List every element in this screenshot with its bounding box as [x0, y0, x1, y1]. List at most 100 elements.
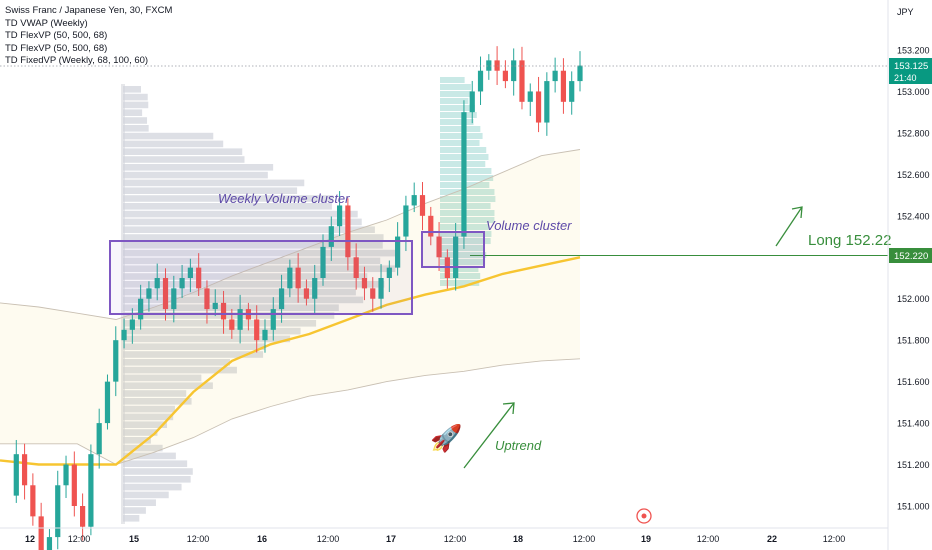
recent-volume-bar — [440, 252, 487, 258]
candle-body — [138, 298, 144, 320]
candle-body — [577, 65, 583, 82]
candle-body — [13, 454, 19, 496]
volume-profile-bar — [123, 374, 202, 382]
volume-profile-bar — [123, 288, 356, 296]
candle-body — [104, 381, 111, 424]
candle-body — [88, 454, 94, 527]
volume-profile-bar — [123, 273, 368, 280]
candle-body — [469, 91, 475, 113]
volume-profile-bar — [123, 327, 301, 335]
time-tick-label: 22 — [767, 534, 777, 544]
indicator-vwap[interactable]: TD VWAP (Weekly) — [5, 17, 88, 29]
recent-volume-bar — [440, 84, 471, 90]
time-tick-label: 12:00 — [823, 534, 846, 544]
volume-profile-bar — [123, 499, 156, 506]
weekly-volume-cluster-box[interactable] — [109, 240, 413, 315]
recent-volume-bar — [440, 133, 483, 139]
volume-profile — [121, 77, 496, 524]
price-tick-label: 152.600 — [897, 170, 930, 180]
volume-profile-bar — [123, 257, 381, 265]
candle-body — [453, 236, 459, 278]
volume-profile-bar — [123, 343, 265, 350]
volume-profile-bar — [123, 366, 237, 374]
weekly-volume-cluster-label: Weekly Volume cluster — [218, 191, 350, 206]
price-tick-label: 152.000 — [897, 294, 930, 304]
recent-volume-bar — [440, 189, 495, 195]
current-price-value: 153.125 — [894, 61, 928, 72]
candle-body — [519, 60, 525, 102]
candle-body — [378, 278, 384, 299]
candle-body — [121, 329, 127, 341]
candle-body — [21, 454, 28, 486]
volume-profile-bar — [123, 351, 264, 358]
time-tick-label: 12:00 — [697, 534, 720, 544]
volume-profile-bar — [123, 210, 358, 218]
candle-body — [96, 423, 102, 455]
candle-body — [336, 205, 343, 227]
candle-body — [129, 319, 135, 330]
volume-profile-bar — [123, 296, 364, 304]
long-label: Long 152.22 — [808, 232, 891, 249]
indicator-flexvp-2[interactable]: TD FlexVP (50, 500, 68) — [5, 42, 108, 54]
indicator-fixedvp[interactable]: TD FixedVP (Weekly, 68, 100, 60) — [5, 55, 149, 67]
volume-profile-bar — [123, 476, 191, 483]
candle-body — [220, 302, 227, 320]
candle-body — [179, 278, 185, 289]
volume-profile-bar — [123, 468, 193, 475]
time-tick-label: 12 — [25, 534, 35, 544]
candle-body — [278, 288, 285, 310]
volume-profile-bar — [123, 86, 141, 93]
price-tick-label: 151.600 — [897, 377, 930, 387]
price-tick-label: 152.800 — [897, 128, 930, 138]
candle-body — [303, 288, 310, 299]
currency-label: JPY — [897, 7, 914, 17]
time-tick-label: 12:00 — [187, 534, 210, 544]
time-tick-label: 17 — [386, 534, 396, 544]
candle-body — [212, 302, 218, 310]
candle-body — [187, 267, 193, 278]
long-level-tag: 152.220 — [889, 248, 932, 263]
candle-body — [320, 246, 326, 278]
time-tick-label: 16 — [257, 534, 267, 544]
volume-cluster-box[interactable] — [421, 231, 485, 268]
price-tick-label: 153.000 — [897, 87, 930, 97]
candlesticks — [13, 46, 583, 550]
candle-body — [30, 485, 36, 517]
uptrend-arrow[interactable] — [463, 402, 515, 469]
candle-body — [353, 257, 359, 278]
long-arrow[interactable] — [775, 206, 803, 247]
candle-body — [113, 340, 119, 382]
candle-body — [38, 516, 44, 550]
price-tick-label: 151.400 — [897, 419, 930, 429]
volume-profile-bar — [123, 148, 243, 155]
candle-body — [411, 195, 417, 206]
price-axis[interactable]: 153.200 153.000 152.800 152.600 152.400 152.2… — [897, 46, 930, 512]
candle-body — [436, 236, 442, 258]
time-tick-label: 18 — [513, 534, 523, 544]
volume-profile-bar — [123, 195, 334, 202]
candle-body — [237, 309, 243, 330]
time-axis[interactable]: 12 12:00 15 12:00 16 12:00 17 12:00 18 12:00 19 12:… — [25, 534, 845, 544]
volume-profile-bar — [123, 132, 214, 140]
volume-profile-bar — [123, 437, 151, 444]
candle-body — [71, 464, 77, 506]
candle-body — [461, 112, 467, 237]
long-level-value: 152.220 — [894, 251, 928, 262]
economic-event-icon[interactable] — [636, 508, 652, 524]
recent-volume-bar — [440, 91, 473, 97]
volume-profile-bar — [123, 234, 384, 241]
volume-profile-bar — [123, 140, 224, 148]
indicator-flexvp-1[interactable]: TD FlexVP (50, 500, 68) — [5, 30, 108, 42]
volume-profile-bar — [123, 444, 163, 452]
volume-profile-bar — [123, 312, 335, 319]
volume-profile-bar — [123, 164, 274, 171]
volume-profile-bar — [123, 452, 176, 460]
candle-body — [527, 91, 533, 102]
price-tick-label: 152.400 — [897, 211, 930, 221]
symbol-title[interactable]: Swiss Franc / Japanese Yen, 30, FXCM — [5, 5, 173, 16]
vwap-bands — [0, 149, 581, 466]
candle-body — [295, 267, 301, 289]
volume-profile-bar — [123, 109, 143, 116]
vwap-upper-band — [0, 149, 581, 320]
